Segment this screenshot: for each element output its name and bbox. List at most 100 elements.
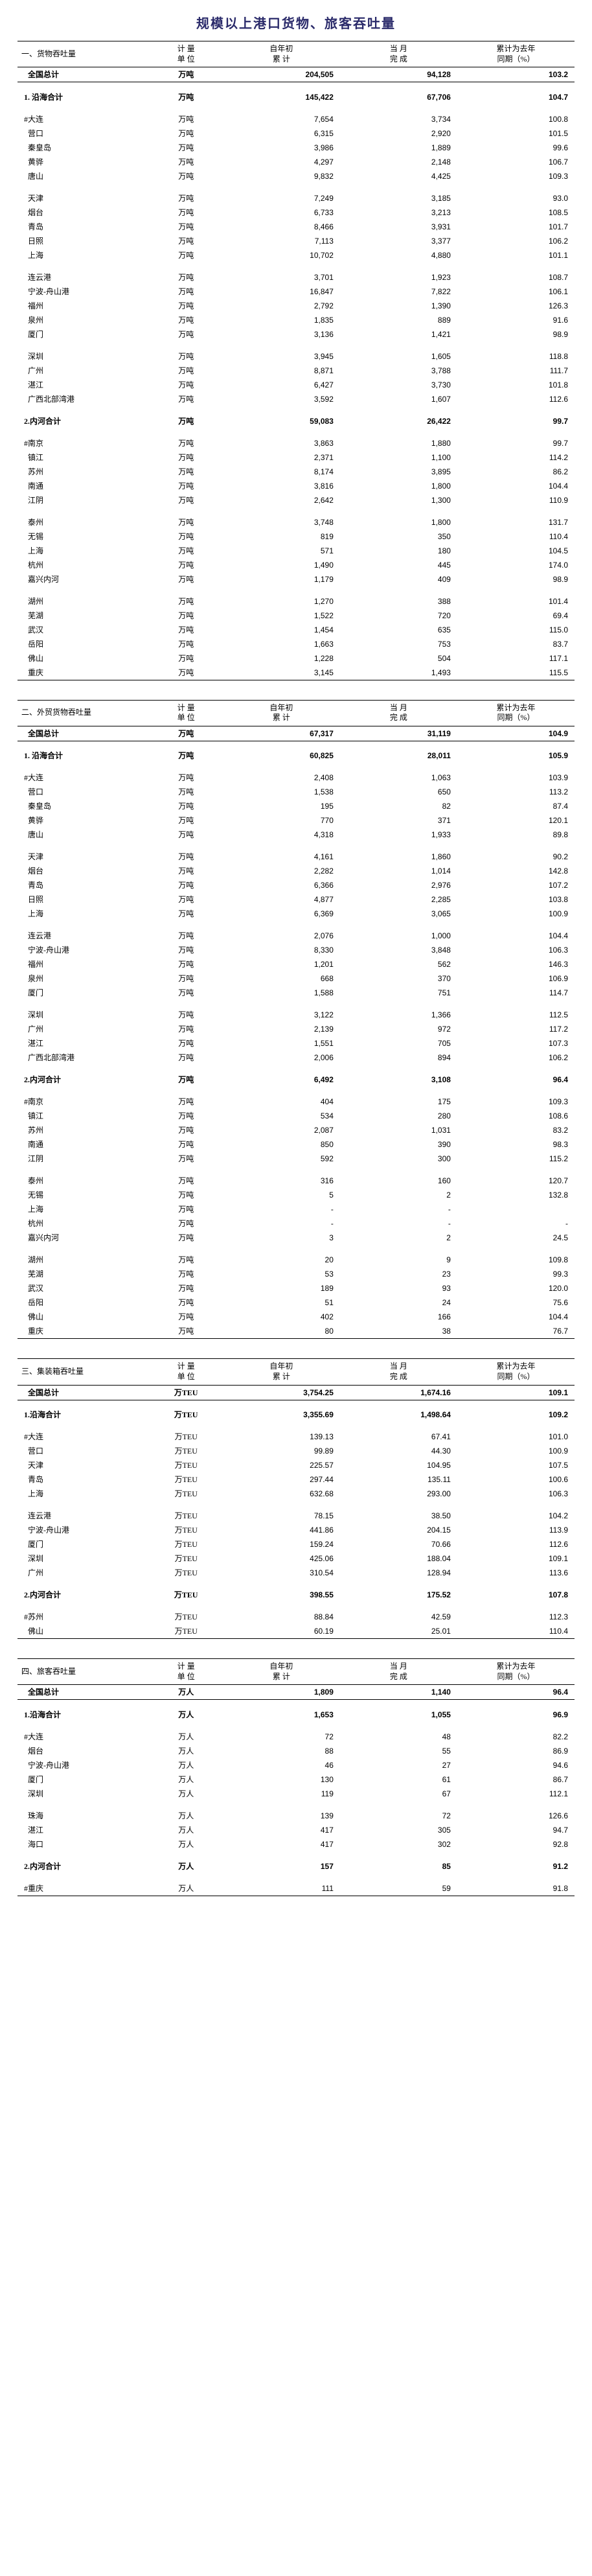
cell-ytd: 441.86: [223, 1523, 340, 1537]
row-unit: 万TEU: [150, 1408, 223, 1422]
table-row: 镇江万吨2,3711,100114.2: [17, 450, 575, 465]
column-header: 累计为去年同期（%）: [457, 1659, 575, 1685]
cell-yoy: 108.5: [457, 205, 575, 220]
cell-yoy: 106.2: [457, 1050, 575, 1065]
cell-yoy: 109.8: [457, 1253, 575, 1267]
table-row: 泉州万吨668370106.9: [17, 971, 575, 986]
row-label: 2.内河合计: [17, 1073, 150, 1087]
row-label: 广州: [17, 364, 150, 378]
table-row: 上海万TEU632.68293.00106.3: [17, 1487, 575, 1501]
cell-yoy: 106.3: [457, 943, 575, 957]
row-unit: 万人: [150, 1809, 223, 1823]
table-row: 广西北部湾港万吨3,5921,607112.6: [17, 392, 575, 406]
cell-month: 972: [340, 1022, 457, 1036]
row-label: 青岛: [17, 1472, 150, 1487]
table-row: 1.沿海合计万人1,6531,05596.9: [17, 1708, 575, 1722]
section-header: 四、旅客吞吐量: [17, 1659, 150, 1685]
row-unit: 万吨: [150, 971, 223, 986]
row-label: 唐山: [17, 169, 150, 183]
table-row: [17, 763, 575, 771]
cell-month: 3,931: [340, 220, 457, 234]
row-unit: 万吨: [150, 169, 223, 183]
table-row: #重庆万人1115991.8: [17, 1881, 575, 1896]
row-unit: 万吨: [150, 864, 223, 878]
row-unit: 万吨: [150, 248, 223, 262]
cell-yoy: [457, 1202, 575, 1216]
row-label: 全国总计: [17, 67, 150, 82]
cell-yoy: 101.7: [457, 220, 575, 234]
cell-ytd: 6,733: [223, 205, 340, 220]
row-label: 镇江: [17, 1109, 150, 1123]
cell-yoy: 112.6: [457, 392, 575, 406]
table-row: 2.内河合计万吨6,4923,10896.4: [17, 1073, 575, 1087]
row-label: 1.沿海合计: [17, 1708, 150, 1722]
cell-yoy: 89.8: [457, 828, 575, 842]
cell-month: 280: [340, 1109, 457, 1123]
row-unit: 万吨: [150, 1295, 223, 1310]
row-label: 营口: [17, 785, 150, 799]
cell-month: 409: [340, 572, 457, 586]
cell-yoy: 91.8: [457, 1881, 575, 1896]
table-row: 杭州万吨---: [17, 1216, 575, 1231]
row-unit: 万TEU: [150, 1588, 223, 1602]
row-unit: 万吨: [150, 349, 223, 364]
row-label: 全国总计: [17, 726, 150, 741]
cell-ytd: -: [223, 1216, 340, 1231]
table-row: [17, 507, 575, 515]
table-row: 全国总计万吨67,31731,119104.9: [17, 726, 575, 741]
row-label: 上海: [17, 1202, 150, 1216]
row-unit: 万吨: [150, 529, 223, 544]
cell-month: 188.04: [340, 1551, 457, 1566]
cell-month: 1,300: [340, 493, 457, 507]
row-label: #大连: [17, 771, 150, 785]
row-unit: 万吨: [150, 465, 223, 479]
row-unit: 万吨: [150, 1109, 223, 1123]
row-label: 广西北部湾港: [17, 1050, 150, 1065]
cell-ytd: 310.54: [223, 1566, 340, 1580]
cell-month: 166: [340, 1310, 457, 1324]
row-label: 厦门: [17, 1537, 150, 1551]
table-row: [17, 428, 575, 436]
cell-month: 504: [340, 651, 457, 666]
cell-ytd: 130: [223, 1772, 340, 1787]
table-row: 武汉万吨18993120.0: [17, 1281, 575, 1295]
column-header: 自年初累 计: [223, 1359, 340, 1385]
cell-ytd: 3,136: [223, 327, 340, 342]
cell-yoy: 112.5: [457, 1008, 575, 1022]
table-row: 泰州万吨3,7481,800131.7: [17, 515, 575, 529]
row-unit: 万吨: [150, 1137, 223, 1152]
cell-month: 67.41: [340, 1430, 457, 1444]
cell-ytd: 1,490: [223, 558, 340, 572]
cell-ytd: 3,945: [223, 349, 340, 364]
row-label: 营口: [17, 1444, 150, 1458]
cell-ytd: 189: [223, 1281, 340, 1295]
cell-yoy: -: [457, 1216, 575, 1231]
table-row: [17, 406, 575, 414]
cell-month: 302: [340, 1837, 457, 1851]
row-label: 全国总计: [17, 1385, 150, 1400]
row-unit: 万人: [150, 1787, 223, 1801]
cell-yoy: 98.9: [457, 572, 575, 586]
cell-ytd: 88: [223, 1744, 340, 1758]
cell-month: 1,889: [340, 141, 457, 155]
cell-month: 26,422: [340, 414, 457, 428]
row-unit: 万吨: [150, 986, 223, 1000]
row-unit: 万吨: [150, 364, 223, 378]
cell-month: 370: [340, 971, 457, 986]
row-unit: 万吨: [150, 813, 223, 828]
column-header: 当 月完 成: [340, 700, 457, 726]
cell-month: 93: [340, 1281, 457, 1295]
row-unit: 万吨: [150, 1310, 223, 1324]
cell-ytd: 2,792: [223, 299, 340, 313]
cell-month: 388: [340, 594, 457, 609]
table-row: 深圳万吨3,9451,605118.8: [17, 349, 575, 364]
cell-yoy: 101.4: [457, 594, 575, 609]
cell-month: 70.66: [340, 1537, 457, 1551]
cell-month: -: [340, 1202, 457, 1216]
table-row: 1. 沿海合计万吨60,82528,011105.9: [17, 748, 575, 763]
cell-month: 1,000: [340, 929, 457, 943]
cell-month: 889: [340, 313, 457, 327]
row-label: 苏州: [17, 465, 150, 479]
table-row: 宁波-舟山港万吨16,8477,822106.1: [17, 284, 575, 299]
data-table: 四、旅客吞吐量计 量单 位自年初累 计当 月完 成累计为去年同期（%） 全国总计…: [17, 1658, 575, 1896]
